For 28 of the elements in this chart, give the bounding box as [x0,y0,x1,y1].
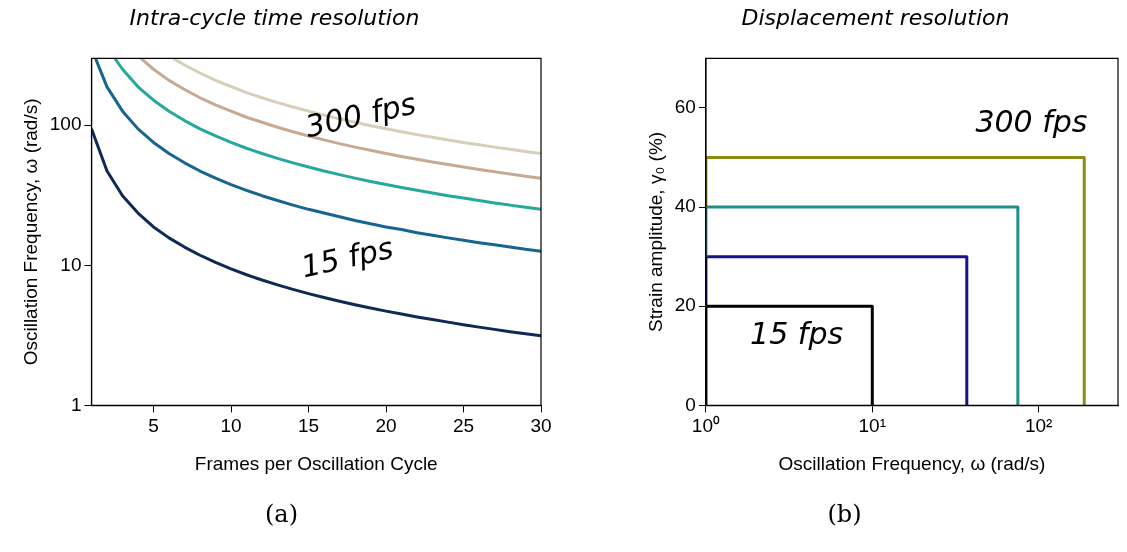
x-axis-title: Oscillation Frequency, ω (rad/s) [778,452,1046,474]
annotation: 300 fps [302,85,420,145]
x-tick-label: 30 [530,415,552,437]
y-tick-label: 1 [70,393,82,415]
chart-title: Displacement resolution [741,4,1010,30]
y-axis-title: Oscillation Frequency, ω (rad/s) [19,98,41,366]
y-tick-label: 60 [674,96,696,118]
x-tick-label: 5 [148,415,159,437]
text: (a) [263,500,299,528]
y-tick-label: 10 [60,253,82,275]
annotation: 300 fps [975,104,1088,140]
x-tick-label: 20 [375,415,397,437]
x-tick-label: 10⁰ [691,415,720,437]
x-tick-label: 10² [1024,415,1053,437]
annotation: 15 fps [750,315,844,351]
x-tick-label: 25 [452,415,475,437]
x-tick-label: 10¹ [858,415,887,437]
x-axis-title: Frames per Oscillation Cycle [194,452,438,474]
y-tick-label: 20 [674,294,696,316]
y-axis-title: Strain amplitude, γ₀ (%) [644,131,666,332]
chart-title: Intra-cycle time resolution [129,4,420,30]
y-tick-label: 100 [49,113,82,135]
y-tick-label: 40 [674,195,696,217]
x-tick-label: 10 [220,415,242,437]
annotation: 15 fps [297,229,397,285]
text: (b) [826,500,863,528]
y-tick-label: 0 [685,393,696,415]
x-tick-label: 15 [297,415,320,437]
